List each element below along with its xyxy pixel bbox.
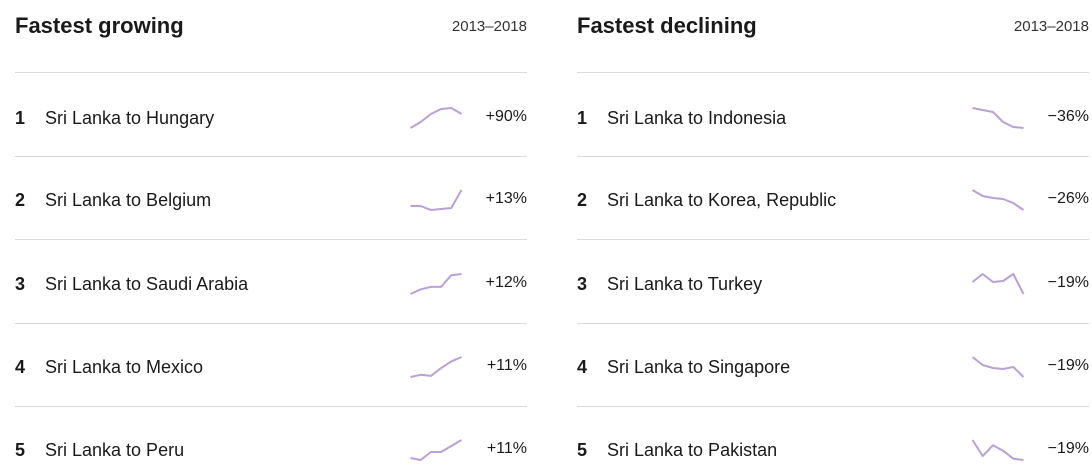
- sparkline: [971, 273, 1025, 295]
- sparkline: [410, 356, 462, 378]
- change-value: −19%: [1047, 274, 1089, 291]
- trend-line: [972, 107, 1024, 129]
- divider: [577, 156, 1089, 157]
- list-row: 2 Sri Lanka to Korea, Republic −26%: [577, 185, 1089, 215]
- rank: 3: [15, 274, 26, 294]
- change-value: +90%: [485, 108, 527, 125]
- rank: 1: [577, 108, 588, 128]
- change-value: +11%: [486, 440, 527, 457]
- list-panel: Fastest declining 2013–2018 1 Sri Lanka to …: [577, 0, 1089, 462]
- rank: 2: [577, 190, 588, 210]
- list-row: 3 Sri Lanka to Turkey −19%: [577, 269, 1089, 299]
- route-name: Sri Lanka to Mexico: [45, 357, 204, 377]
- trend-line: [971, 439, 1024, 461]
- trend-line: [410, 189, 463, 211]
- list-row: 2 Sri Lanka to Belgium +13%: [15, 185, 527, 215]
- rank: 4: [15, 357, 26, 377]
- rank: 5: [15, 440, 26, 460]
- change-value: +13%: [485, 190, 527, 207]
- sparkline: [410, 189, 463, 211]
- trend-line: [971, 189, 1025, 211]
- route-name: Sri Lanka to Singapore: [607, 357, 791, 377]
- panel-title: Fastest declining: [577, 13, 757, 38]
- rank: 1: [15, 108, 26, 128]
- route-name: Sri Lanka to Belgium: [45, 190, 212, 210]
- change-value: −36%: [1047, 108, 1089, 125]
- divider: [577, 239, 1089, 240]
- period: 2013–2018: [1013, 18, 1089, 35]
- change-value: +11%: [486, 357, 527, 374]
- change-value: −26%: [1047, 190, 1089, 207]
- route-name: Sri Lanka to Pakistan: [607, 440, 778, 460]
- sparkline: [410, 439, 463, 461]
- period: 2013–2018: [451, 18, 527, 35]
- trend-line: [971, 273, 1025, 295]
- divider: [577, 72, 1089, 73]
- list-row: 1 Sri Lanka to Hungary +90%: [15, 103, 527, 133]
- divider: [577, 406, 1089, 407]
- trend-line: [410, 439, 463, 461]
- route-name: Sri Lanka to Turkey: [607, 274, 763, 294]
- divider: [15, 239, 527, 240]
- trend-line: [409, 107, 463, 129]
- list-row: 5 Sri Lanka to Pakistan −19%: [577, 435, 1089, 465]
- list-panel: Fastest growing 2013–2018 1 Sri Lanka to Hu…: [15, 0, 527, 462]
- route-name: Sri Lanka to Korea, Republic: [607, 190, 837, 210]
- change-value: −19%: [1047, 357, 1089, 374]
- sparkline: [971, 439, 1024, 461]
- divider: [577, 323, 1089, 324]
- list-row: 4 Sri Lanka to Singapore −19%: [577, 352, 1089, 382]
- divider: [15, 406, 527, 407]
- list-row: 1 Sri Lanka to Indonesia −36%: [577, 103, 1089, 133]
- sparkline: [409, 107, 463, 129]
- panel-title: Fastest growing: [15, 13, 184, 38]
- route-name: Sri Lanka to Hungary: [45, 108, 215, 128]
- sparkline: [410, 273, 462, 295]
- sparkline: [971, 356, 1025, 378]
- route-name: Sri Lanka to Peru: [45, 440, 185, 460]
- route-name: Sri Lanka to Saudi Arabia: [45, 274, 249, 294]
- trend-line: [410, 356, 462, 378]
- divider: [15, 72, 527, 73]
- sparkline: [972, 107, 1024, 129]
- list-row: 5 Sri Lanka to Peru +11%: [15, 435, 527, 465]
- route-name: Sri Lanka to Indonesia: [607, 108, 787, 128]
- rank: 5: [577, 440, 588, 460]
- rank: 2: [15, 190, 26, 210]
- divider: [15, 156, 527, 157]
- list-row: 3 Sri Lanka to Saudi Arabia +12%: [15, 269, 527, 299]
- divider: [15, 323, 527, 324]
- sparkline: [971, 189, 1025, 211]
- trend-line: [971, 356, 1025, 378]
- rank: 3: [577, 274, 588, 294]
- trend-line: [410, 273, 462, 295]
- change-value: −19%: [1047, 440, 1089, 457]
- change-value: +12%: [485, 274, 527, 291]
- list-row: 4 Sri Lanka to Mexico +11%: [15, 352, 527, 382]
- rank: 4: [577, 357, 588, 377]
